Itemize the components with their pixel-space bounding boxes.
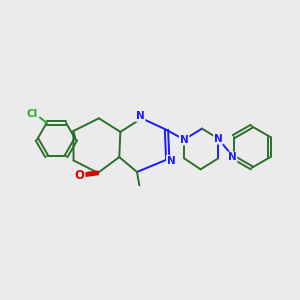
Text: Cl: Cl [27,109,38,119]
Text: O: O [74,169,85,182]
Text: N: N [214,134,223,144]
Text: N: N [167,156,176,166]
Text: N: N [136,111,145,121]
Text: N: N [180,135,189,145]
Text: N: N [228,152,236,162]
